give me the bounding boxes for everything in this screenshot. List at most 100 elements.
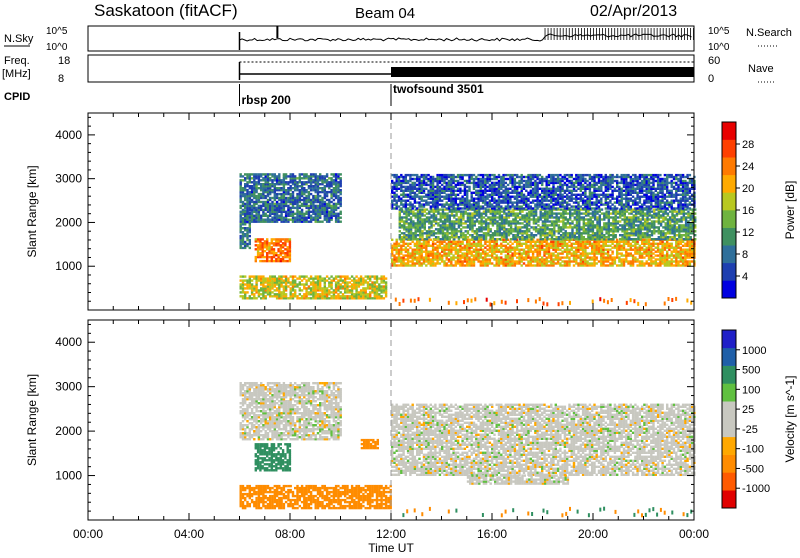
- data-cell: [621, 234, 623, 236]
- data-cell: [467, 236, 469, 238]
- data-cell: [685, 212, 687, 214]
- data-cell: [564, 256, 566, 258]
- data-cell: [586, 260, 588, 262]
- data-cell: [260, 297, 262, 299]
- data-cell: [555, 212, 557, 214]
- data-cell: [586, 252, 588, 254]
- data-cell: [471, 212, 473, 214]
- data-cell: [312, 173, 314, 175]
- data-cell: [262, 219, 264, 221]
- data-cell: [430, 258, 432, 260]
- data-cell: [502, 249, 504, 251]
- data-cell: [319, 191, 321, 193]
- data-cell: [559, 241, 561, 243]
- data-cell: [608, 210, 610, 212]
- data-cell: [321, 175, 323, 177]
- data-cell: [321, 277, 323, 279]
- data-cell: [687, 210, 689, 212]
- data-cell: [540, 226, 542, 228]
- data-cell: [305, 217, 307, 219]
- data-cell: [632, 249, 634, 251]
- data-cell: [435, 236, 437, 238]
- data-cell: [564, 260, 566, 262]
- data-cell: [565, 230, 567, 232]
- data-cell: [258, 205, 260, 207]
- data-cell: [482, 245, 484, 247]
- data-cell: [244, 177, 246, 179]
- data-cell: [653, 220, 655, 222]
- data-cell: [562, 232, 564, 234]
- data-cell: [503, 216, 505, 218]
- data-cell: [483, 216, 485, 218]
- data-cell: [510, 210, 512, 212]
- data-cell: [310, 287, 312, 289]
- data-cell: [680, 216, 682, 218]
- data-cell: [514, 260, 516, 262]
- data-cell: [539, 258, 541, 260]
- data-cell: [340, 211, 342, 213]
- data-cell: [294, 213, 296, 215]
- data-cell: [596, 210, 598, 212]
- data-cell: [478, 234, 480, 236]
- data-cell: [421, 218, 423, 220]
- data-cell: [369, 291, 371, 293]
- data-cell: [487, 208, 489, 210]
- data-cell: [478, 226, 480, 228]
- data-cell: [657, 243, 659, 245]
- data-cell: [500, 243, 502, 245]
- data-cell: [465, 210, 467, 212]
- data-cell: [636, 247, 638, 249]
- data-cell: [299, 211, 301, 213]
- data-cell: [630, 216, 632, 218]
- data-cell: [464, 264, 466, 266]
- data-cell: [251, 297, 253, 299]
- data-cell: [268, 256, 270, 258]
- data-cell: [580, 252, 582, 254]
- data-cell: [611, 256, 613, 258]
- data-cell: [275, 258, 277, 260]
- data-cell: [282, 238, 284, 240]
- data-cell: [430, 239, 432, 241]
- data-cell: [299, 293, 301, 295]
- data-cell: [287, 175, 289, 177]
- data-cell: [405, 200, 407, 202]
- data-cell: [521, 214, 523, 216]
- data-cell: [333, 277, 335, 279]
- data-cell: [305, 279, 307, 281]
- data-cell: [589, 252, 591, 254]
- data-cell: [335, 203, 337, 205]
- data-cell: [284, 248, 286, 250]
- data-cell: [269, 219, 271, 221]
- data-cell: [319, 187, 321, 189]
- data-cell: [660, 214, 662, 216]
- data-cell: [542, 220, 544, 222]
- data-cell: [480, 234, 482, 236]
- data-cell: [305, 173, 307, 175]
- data-cell: [655, 251, 657, 253]
- data-cell: [462, 222, 464, 224]
- data-cell: [284, 260, 286, 262]
- data-cell: [340, 283, 342, 285]
- data-cell: [523, 243, 525, 245]
- data-cell: [424, 214, 426, 216]
- data-cell: [560, 212, 562, 214]
- data-cell: [244, 233, 246, 235]
- data-cell: [655, 226, 657, 228]
- data-cell: [365, 275, 367, 277]
- data-cell: [271, 295, 273, 297]
- data-cell: [677, 260, 679, 262]
- data-cell: [453, 220, 455, 222]
- data-cell: [514, 247, 516, 249]
- data-cell: [519, 222, 521, 224]
- data-cell: [340, 197, 342, 199]
- data-cell: [571, 243, 573, 245]
- data-cell: [428, 226, 430, 228]
- data-cell: [535, 234, 537, 236]
- data-cell: [641, 260, 643, 262]
- data-cell: [255, 195, 257, 197]
- data-cell: [549, 224, 551, 226]
- data-cell: [553, 216, 555, 218]
- data-cell: [287, 297, 289, 299]
- data-cell: [367, 275, 369, 277]
- data-cell: [559, 249, 561, 251]
